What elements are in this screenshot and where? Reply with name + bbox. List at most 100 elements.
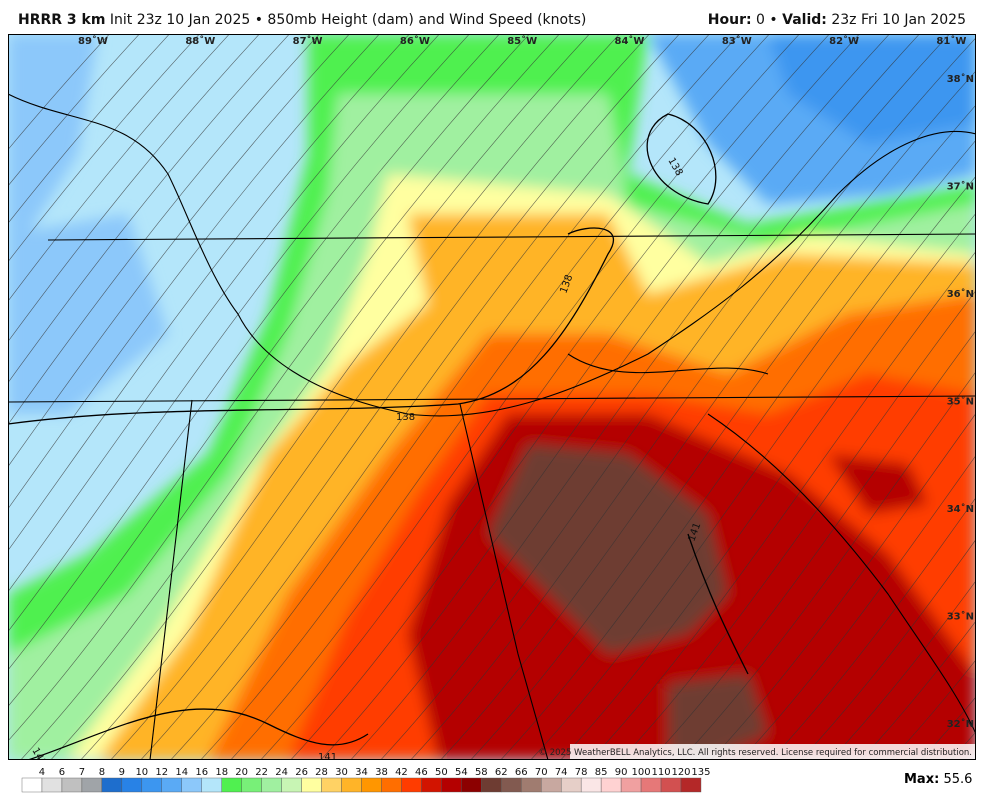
colorbar-swatch xyxy=(41,777,63,793)
colorbar-swatch xyxy=(101,777,123,793)
streamline xyxy=(650,330,976,760)
colorbar-swatch xyxy=(620,777,642,793)
colorbar-swatch xyxy=(61,777,83,793)
max-box: Max: 55.6 xyxy=(904,772,972,787)
colorbar-swatch xyxy=(660,777,682,793)
max-value: 55.6 xyxy=(943,772,973,787)
colorbar-label: 78 xyxy=(575,767,588,778)
streamline xyxy=(20,34,590,760)
colorbar-label: 100 xyxy=(632,767,651,778)
model-name: HRRR 3 km xyxy=(18,12,106,28)
colorbar-swatch xyxy=(381,777,402,793)
latitude-label: 32˚N xyxy=(947,718,974,730)
colorbar-swatch xyxy=(121,777,143,793)
streamline xyxy=(8,34,410,552)
streamline xyxy=(8,34,260,343)
longitude-label: 88˚W xyxy=(185,35,215,47)
streamline xyxy=(8,34,320,425)
colorbar-label: 135 xyxy=(691,767,710,778)
colorbar-label: 30 xyxy=(335,767,348,778)
colorbar-swatch xyxy=(341,777,362,793)
streamline xyxy=(470,104,976,760)
streamline xyxy=(8,34,530,707)
height-contours xyxy=(8,113,749,760)
streamline xyxy=(8,34,140,187)
streamline xyxy=(830,580,976,760)
colorbar-label: 110 xyxy=(651,767,670,778)
colorbar-swatch xyxy=(441,777,462,793)
colorbar-label: 14 xyxy=(175,767,188,778)
longitude-label: 87˚W xyxy=(293,35,323,47)
longitude-label: 86˚W xyxy=(400,35,430,47)
colorbar-swatch xyxy=(600,777,622,793)
streamline xyxy=(590,250,976,760)
colorbar-label: 6 xyxy=(59,767,65,778)
longitude-label: 89˚W xyxy=(78,35,108,47)
header-title: Init 23z 10 Jan 2025 • 850mb Height (dam… xyxy=(109,12,587,28)
header-right: Hour: 0 • Valid: 23z Fri 10 Jan 2025 xyxy=(708,12,966,28)
latitude-label: 37˚N xyxy=(947,181,974,193)
colorbar-label: 20 xyxy=(235,767,248,778)
colorbar-label: 38 xyxy=(375,767,388,778)
colorbar-label: 62 xyxy=(495,767,508,778)
streamline xyxy=(740,454,976,760)
longitude-label: 84˚W xyxy=(615,35,645,47)
colorbar-swatch xyxy=(461,777,482,793)
contour-label: 138 xyxy=(396,412,415,423)
colorbar-swatch xyxy=(181,777,202,793)
streamline xyxy=(710,412,976,760)
colorbar-swatch xyxy=(501,777,522,793)
colorbar-swatch xyxy=(521,777,542,793)
colorbar-swatch xyxy=(281,777,302,793)
colorbar-swatch xyxy=(421,777,442,793)
colorbar-swatch xyxy=(301,777,322,793)
streamline xyxy=(140,34,710,760)
streamline xyxy=(8,34,500,671)
colorbar-swatch xyxy=(241,777,262,793)
colorbar-swatch xyxy=(201,777,222,793)
hour-label: Hour: xyxy=(707,12,752,28)
colorbar-swatch xyxy=(560,777,582,793)
header-left: HRRR 3 km Init 23z 10 Jan 2025 • 850mb H… xyxy=(18,12,586,28)
colorbar-label: 70 xyxy=(535,767,548,778)
streamlines xyxy=(8,34,976,760)
streamline xyxy=(410,37,976,760)
colorbar-label: 120 xyxy=(671,767,690,778)
colorbar-label: 50 xyxy=(435,767,448,778)
colorbar-label: 42 xyxy=(395,767,408,778)
streamline xyxy=(800,538,976,760)
map: © 2025 WeatherBELL Analytics, LLC. All r… xyxy=(8,34,976,760)
colorbar-swatch xyxy=(321,777,342,793)
colorbar-label: 4 xyxy=(39,767,45,778)
streamline xyxy=(170,34,740,760)
streamline xyxy=(350,34,920,760)
streamline xyxy=(8,34,470,633)
colorbar-label: 74 xyxy=(555,767,568,778)
colorbar-label: 34 xyxy=(355,767,368,778)
latitude-label: 34˚N xyxy=(947,503,974,515)
latitude-label: 38˚N xyxy=(947,73,974,85)
streamline xyxy=(290,34,860,760)
streamline xyxy=(80,34,650,760)
streamline xyxy=(920,696,976,760)
streamline xyxy=(8,34,230,302)
longitude-label: 81˚W xyxy=(936,35,966,47)
streamline xyxy=(500,139,976,760)
colorbar-swatch xyxy=(361,777,382,793)
streamline xyxy=(8,34,290,384)
colorbar-label: 46 xyxy=(415,767,428,778)
colorbar-swatch xyxy=(141,777,162,793)
hour-value: 0 xyxy=(756,12,765,28)
separator: • xyxy=(769,12,778,28)
colorbar-label: 26 xyxy=(295,767,308,778)
colorbar-swatch xyxy=(221,777,242,793)
colorbar-label: 66 xyxy=(515,767,528,778)
colorbar-label: 8 xyxy=(99,767,105,778)
colorbar-label: 28 xyxy=(315,767,328,778)
max-label: Max: xyxy=(904,772,940,787)
latitude-label: 35˚N xyxy=(947,396,974,408)
colorbar-swatch xyxy=(481,777,502,793)
colorbar-label: 85 xyxy=(595,767,608,778)
colorbar-swatch xyxy=(580,777,602,793)
